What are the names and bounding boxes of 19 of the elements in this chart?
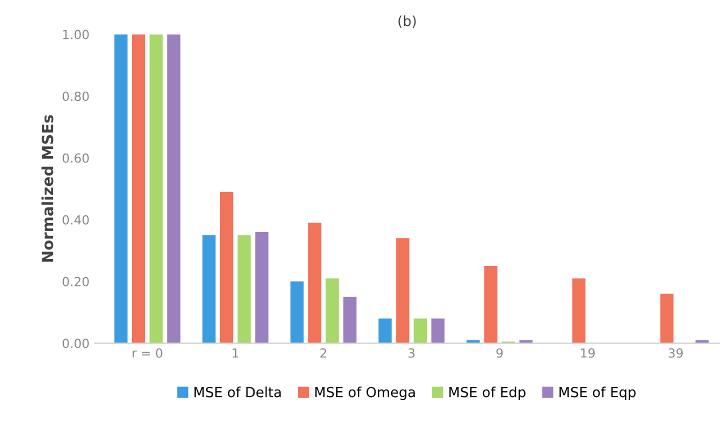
legend-label: MSE of Eqp	[560, 386, 636, 400]
y-tick-label: 0.40	[62, 215, 89, 225]
y-tick-label: 0.00	[62, 338, 89, 348]
legend-label: MSE of Omega	[315, 386, 415, 400]
legend-label: MSE of Delta	[194, 386, 281, 398]
x-tick-label: 1	[232, 348, 238, 358]
x-tick-label: 19	[581, 348, 595, 358]
x-tick-label: 2	[320, 348, 326, 358]
y-tick-label: 0.20	[62, 276, 89, 286]
x-tick-label: 39	[668, 348, 683, 358]
x-tick-label: 9	[496, 348, 503, 358]
chart-title: (b)	[398, 15, 416, 28]
y-tick-label: 0.60	[62, 153, 89, 163]
x-tick-label: 3	[408, 348, 414, 358]
y-axis-title: Normalized MSEs	[41, 115, 54, 262]
legend-label: MSE of Edp	[449, 386, 526, 400]
y-tick-label: 1.00	[63, 30, 89, 40]
y-tick-label: 0.80	[62, 92, 89, 102]
x-tick-label: r = 0	[132, 348, 162, 358]
